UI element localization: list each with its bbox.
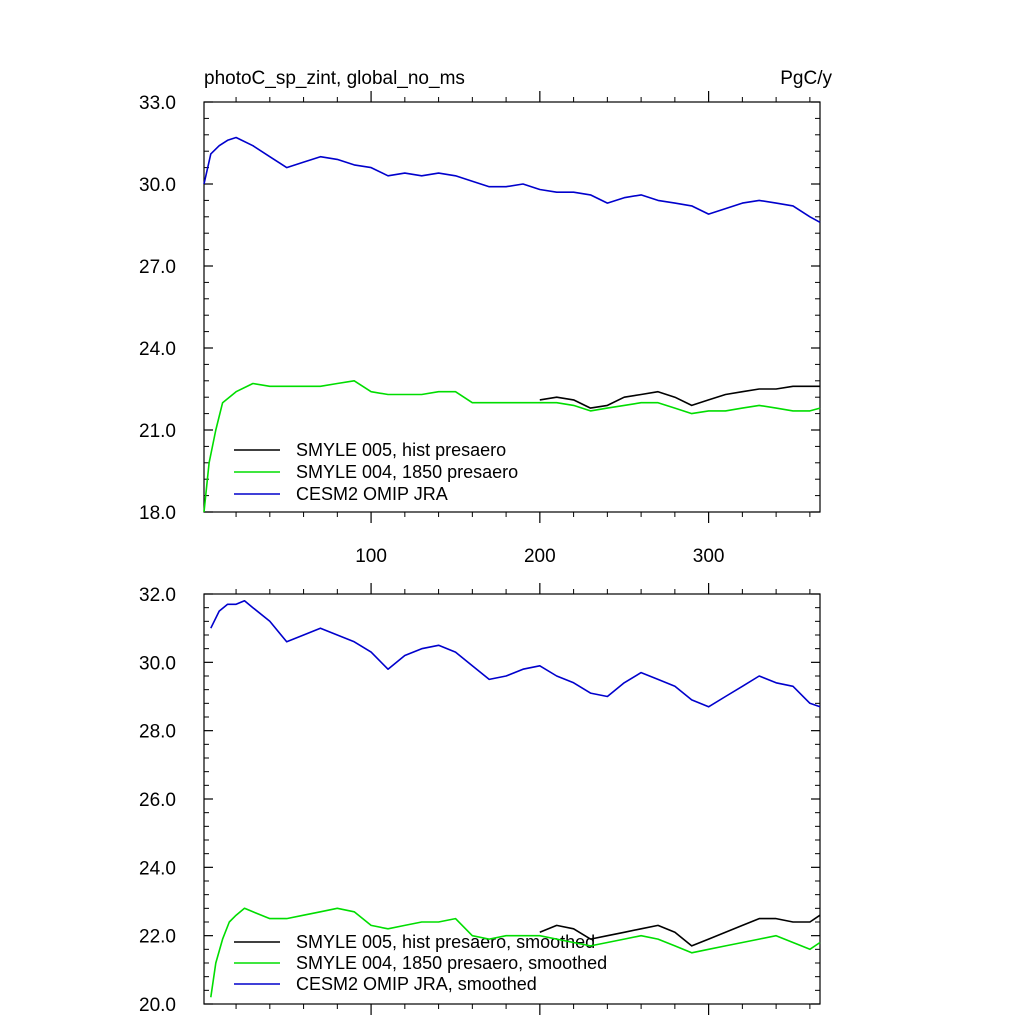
series-line-cesm2-omip-jra-smoothed	[210, 599, 821, 708]
series-line-smyle-004-1850-presaero-smoothed	[210, 907, 821, 998]
series-line-smyle-005-hist-presaero	[539, 385, 820, 409]
y-tick-label: 24.0	[139, 339, 176, 360]
y-tick-label: 20.0	[139, 995, 176, 1016]
y-tick-label: 27.0	[139, 257, 176, 278]
y-tick-label: 24.0	[139, 858, 176, 879]
y-tick-label: 30.0	[139, 653, 176, 674]
series-line-cesm2-omip-jra	[203, 136, 821, 224]
y-tick-label: 32.0	[139, 585, 176, 606]
legend-top: SMYLE 005, hist presaero SMYLE 004, 1850…	[234, 440, 518, 504]
x-tick-label: 300	[693, 546, 725, 567]
series-line-smyle-005-hist-presaero-smoothed	[539, 914, 821, 947]
y-tick-label: 21.0	[139, 421, 176, 442]
x-tick-label: 200	[524, 546, 556, 567]
legend-label-omip: CESM2 OMIP JRA	[296, 484, 448, 504]
plot-frame-top	[203, 101, 821, 513]
series-line-smyle-004-1850-presaero	[203, 379, 821, 513]
legend-bottom: SMYLE 005, hist presaero, smoothed SMYLE…	[234, 932, 607, 994]
y-tick-label: 28.0	[139, 722, 176, 743]
legend-label-hist: SMYLE 005, hist presaero	[296, 440, 506, 460]
y-tick-label: 18.0	[139, 503, 176, 524]
x-tick-label: 100	[355, 546, 387, 567]
y-tick-label: 33.0	[139, 93, 176, 114]
legend-label-omip-smoothed: CESM2 OMIP JRA, smoothed	[296, 974, 537, 994]
y-tick-label: 22.0	[139, 927, 176, 948]
y-tick-label: 26.0	[139, 790, 176, 811]
chart-title-right: PgC/y	[780, 68, 832, 89]
y-tick-label: 30.0	[139, 175, 176, 196]
chart-title-left: photoC_sp_zint, global_no_ms	[204, 68, 465, 89]
legend-label-hist-smoothed: SMYLE 005, hist presaero, smoothed	[296, 932, 595, 952]
legend-label-1850-smoothed: SMYLE 004, 1850 presaero, smoothed	[296, 953, 607, 973]
legend-label-1850: SMYLE 004, 1850 presaero	[296, 462, 518, 482]
